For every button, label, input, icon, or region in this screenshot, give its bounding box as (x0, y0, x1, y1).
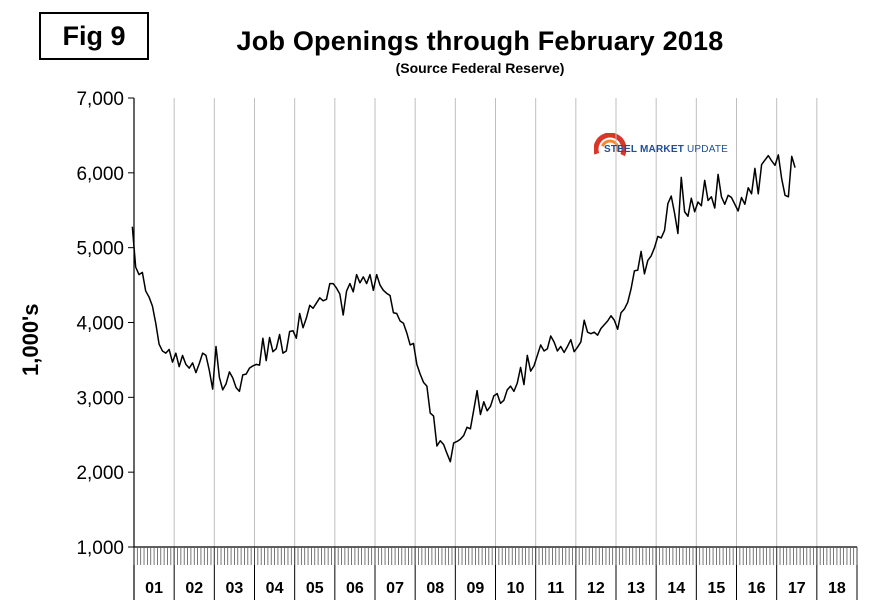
y-tick-label: 5,000 (76, 239, 124, 260)
x-tick-label: 05 (306, 580, 324, 597)
x-tick-label: 17 (788, 580, 806, 597)
logo-swoosh-icon (594, 133, 626, 165)
x-tick-label: 06 (346, 580, 364, 597)
y-tick-label: 3,000 (76, 388, 124, 409)
steel-market-update-logo: STEEL MARKET UPDATE (594, 132, 728, 166)
x-tick-label: 02 (185, 580, 203, 597)
series-line (131, 154, 796, 463)
x-tick-label: 03 (226, 580, 244, 597)
vertical-gridlines (173, 98, 818, 547)
axes (128, 97, 858, 600)
x-tick-label: 01 (145, 580, 163, 597)
x-tick-label: 15 (708, 580, 726, 597)
y-tick-label: 6,000 (76, 164, 124, 185)
y-tick-label: 4,000 (76, 314, 124, 335)
x-tick-label: 18 (828, 580, 846, 597)
x-tick-label: 12 (587, 580, 605, 597)
chart-title: Job Openings through February 2018 (236, 26, 724, 56)
y-tick-label: 2,000 (76, 463, 124, 484)
chart-subtitle: (Source Federal Reserve) (395, 60, 565, 76)
x-tick-label: 10 (507, 580, 525, 597)
logo-text-light: UPDATE (684, 143, 728, 155)
x-tick-label: 13 (627, 580, 645, 597)
x-tick-label: 04 (266, 580, 284, 597)
logo-text: STEEL MARKET UPDATE (604, 144, 728, 155)
series-layer (131, 154, 796, 463)
y-tick-label: 1,000 (76, 538, 124, 559)
x-tick-label: 14 (667, 580, 685, 597)
y-tick-labels: 1,000 2,000 3,000 4,000 5,000 6,000 7,000 (76, 89, 124, 559)
logo-text-bold: STEEL MARKET (604, 143, 684, 155)
x-tick-labels: 01 02 03 04 05 06 07 08 09 10 11 12 13 14 15 16 17 18 (145, 580, 846, 597)
x-tick-label: 08 (426, 580, 444, 597)
x-tick-label: 09 (467, 580, 485, 597)
x-tick-label: 11 (547, 580, 564, 597)
x-tick-label: 07 (386, 580, 404, 597)
x-tick-label: 16 (748, 580, 766, 597)
figure-label: Fig 9 (39, 12, 149, 60)
y-tick-label: 7,000 (76, 89, 124, 110)
